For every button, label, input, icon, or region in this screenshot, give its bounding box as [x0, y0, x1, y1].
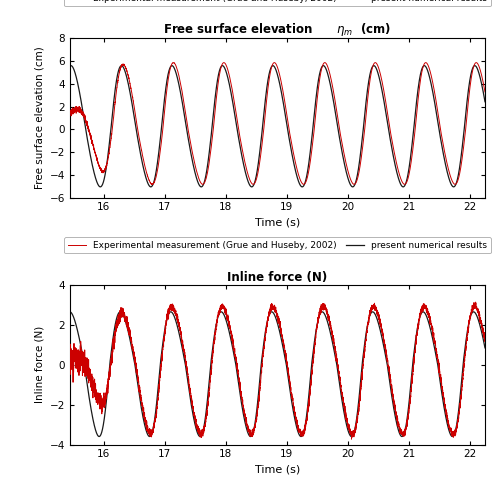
Experimental measurement (Grue and Huseby, 2002): [482, 338, 488, 344]
present numerical results: [118, 309, 124, 315]
present numerical results: [371, 63, 377, 68]
Legend: Experimental measurement (Grue and Huseby, 2002), present numerical results: Experimental measurement (Grue and Huseb…: [64, 237, 490, 253]
Experimental measurement (Grue and Huseby, 2002): [376, 318, 382, 324]
Experimental measurement (Grue and Huseby, 2002): [482, 89, 488, 95]
Experimental measurement (Grue and Huseby, 2002): [316, 315, 322, 320]
Experimental measurement (Grue and Huseby, 2002): [67, 109, 73, 115]
present numerical results: [142, 425, 148, 431]
present numerical results: [408, 375, 414, 381]
present numerical results: [482, 345, 488, 351]
Experimental measurement (Grue and Huseby, 2002): [337, 374, 343, 380]
Line: present numerical results: present numerical results: [70, 65, 485, 187]
Experimental measurement (Grue and Huseby, 2002): [226, 317, 232, 323]
present numerical results: [226, 78, 232, 84]
Experimental measurement (Grue and Huseby, 2002): [142, 165, 148, 171]
Experimental measurement (Grue and Huseby, 2002): [408, 158, 414, 163]
Y-axis label: Inline force (N): Inline force (N): [34, 326, 44, 403]
present numerical results: [376, 77, 382, 83]
Line: Experimental measurement (Grue and Huseby, 2002): Experimental measurement (Grue and Huseb…: [70, 302, 485, 439]
present numerical results: [142, 173, 148, 179]
Experimental measurement (Grue and Huseby, 2002): [348, 436, 354, 442]
Legend: Experimental measurement (Grue and Huseby, 2002), present numerical results: Experimental measurement (Grue and Huseb…: [64, 0, 490, 6]
present numerical results: [377, 326, 383, 331]
Y-axis label: Free surface elevation (cm): Free surface elevation (cm): [34, 46, 44, 189]
present numerical results: [337, 137, 343, 143]
present numerical results: [408, 148, 414, 154]
Experimental measurement (Grue and Huseby, 2002): [226, 70, 232, 76]
present numerical results: [450, 184, 456, 190]
Experimental measurement (Grue and Huseby, 2002): [67, 361, 73, 367]
Title: Free surface elevation      $\eta_m$  (cm): Free surface elevation $\eta_m$ (cm): [164, 21, 392, 38]
Experimental measurement (Grue and Huseby, 2002): [221, 60, 227, 65]
Line: present numerical results: present numerical results: [70, 312, 485, 436]
present numerical results: [226, 327, 232, 333]
Experimental measurement (Grue and Huseby, 2002): [316, 81, 322, 87]
Experimental measurement (Grue and Huseby, 2002): [337, 130, 343, 135]
Experimental measurement (Grue and Huseby, 2002): [377, 69, 383, 75]
Line: Experimental measurement (Grue and Huseby, 2002): Experimental measurement (Grue and Huseb…: [70, 63, 485, 185]
present numerical results: [96, 434, 102, 439]
present numerical results: [67, 64, 73, 69]
present numerical results: [337, 385, 343, 391]
present numerical results: [67, 309, 73, 315]
X-axis label: Time (s): Time (s): [255, 218, 300, 228]
Experimental measurement (Grue and Huseby, 2002): [150, 182, 156, 187]
present numerical results: [482, 99, 488, 105]
Title: Inline force (N): Inline force (N): [228, 271, 328, 284]
X-axis label: Time (s): Time (s): [255, 465, 300, 475]
Experimental measurement (Grue and Huseby, 2002): [142, 416, 148, 422]
present numerical results: [316, 314, 322, 319]
Experimental measurement (Grue and Huseby, 2002): [408, 386, 414, 392]
Experimental measurement (Grue and Huseby, 2002): [472, 299, 478, 305]
present numerical results: [316, 75, 322, 80]
